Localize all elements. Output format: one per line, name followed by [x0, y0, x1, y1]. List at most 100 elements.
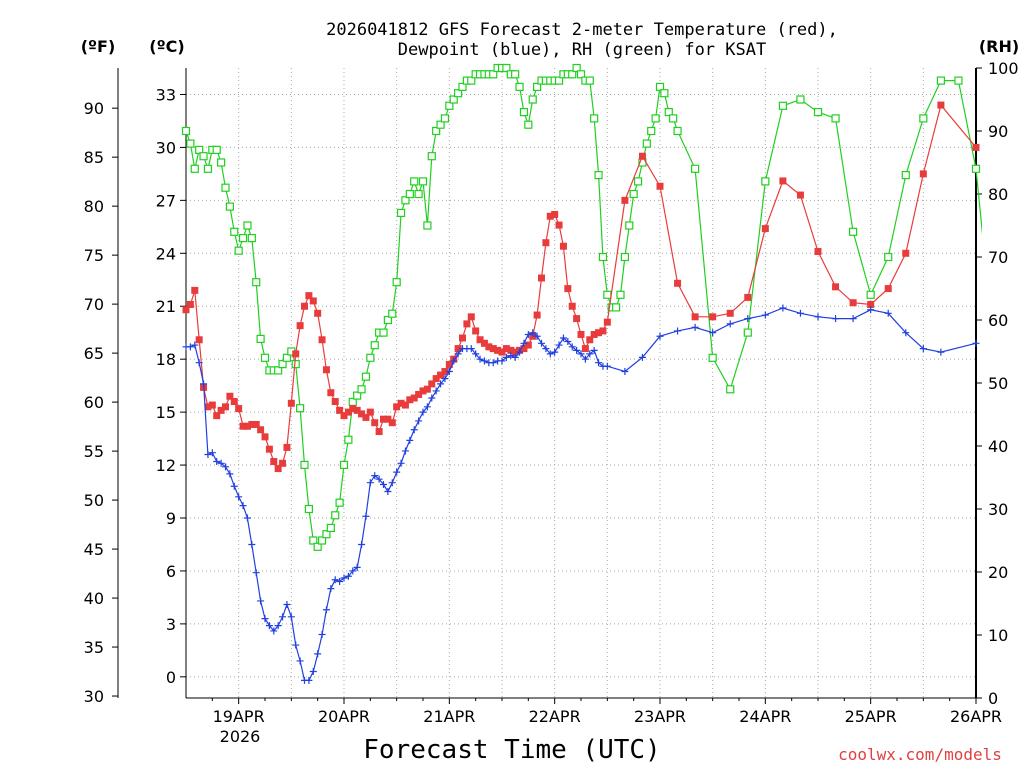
dewpoint-point	[779, 304, 787, 312]
credit-text: coolwx.com/models	[838, 745, 1002, 764]
rh-point	[247, 234, 256, 243]
series-line-temperature	[185, 103, 977, 470]
temperature-point	[726, 309, 734, 317]
celsius-tick-label: 33	[156, 85, 176, 104]
temperature-point	[208, 401, 216, 409]
rh-point	[366, 353, 375, 362]
rh-point	[221, 183, 230, 192]
dewpoint-point	[340, 574, 348, 582]
temperature-point	[384, 415, 392, 423]
temperature-point	[336, 406, 344, 414]
dewpoint-point	[516, 348, 524, 356]
temperature-point	[366, 408, 374, 416]
rh-point	[243, 221, 252, 230]
dewpoint-point	[761, 311, 769, 319]
temperature-point	[437, 371, 445, 379]
rh-point	[313, 542, 322, 551]
rh-point	[344, 435, 353, 444]
rh-point	[423, 221, 432, 230]
dewpoint-point	[186, 343, 194, 351]
rh-tick-label: 30	[988, 500, 1008, 519]
rh-point	[489, 70, 498, 79]
dewpoint-point	[423, 403, 431, 411]
temperature-point	[555, 221, 563, 229]
dewpoint-point	[520, 339, 528, 347]
rh-point	[813, 107, 823, 117]
temperature-point	[419, 387, 427, 395]
dewpoint-point	[305, 676, 313, 684]
temperature-point	[182, 306, 190, 314]
dewpoint-point	[331, 576, 339, 584]
dewpoint-point	[621, 368, 629, 376]
rh-point	[383, 315, 392, 325]
temperature-point	[388, 419, 396, 427]
dewpoint-point	[454, 350, 462, 358]
celsius-tick-label: 0	[166, 668, 176, 687]
rh-point	[616, 290, 625, 299]
rh-point	[673, 126, 682, 136]
rh-tick-label: 50	[988, 374, 1008, 393]
rh-point	[410, 177, 419, 186]
dewpoint-point	[243, 514, 251, 522]
rh-point	[353, 391, 362, 400]
dewpoint-point	[410, 426, 418, 434]
temperature-point	[243, 422, 251, 430]
x-tick-label: 25APR	[845, 707, 897, 726]
rh-point	[379, 328, 388, 337]
rh-tick-label: 70	[988, 248, 1008, 267]
dewpoint-point	[467, 345, 475, 353]
dewpoint-point	[401, 447, 409, 455]
dewpoint-point	[638, 353, 646, 361]
dewpoint-point	[972, 339, 980, 347]
temperature-point	[375, 428, 383, 436]
dewpoint-point	[384, 488, 392, 496]
dewpoint-point	[296, 657, 304, 665]
dewpoint-point	[511, 353, 519, 361]
dewpoint-point	[235, 493, 243, 501]
dewpoint-point	[542, 345, 550, 353]
temperature-point	[327, 389, 335, 397]
fahrenheit-tick-label: 55	[84, 442, 104, 461]
rh-point	[186, 139, 195, 148]
rh-point	[971, 164, 981, 173]
temperature-point	[691, 313, 699, 321]
celsius-tick-label: 27	[156, 191, 176, 210]
dewpoint-point	[507, 352, 515, 360]
temperature-point	[406, 396, 414, 404]
temperature-point	[559, 242, 567, 250]
temperature-point	[344, 408, 352, 416]
dewpoint-point	[726, 320, 734, 328]
rh-point	[199, 152, 208, 161]
rh-tick-label: 60	[988, 311, 1008, 330]
rh-point	[660, 89, 669, 98]
rh-tick-label: 20	[988, 563, 1008, 582]
temperature-point	[577, 330, 585, 338]
dewpoint-point	[437, 380, 445, 388]
rh-point	[309, 536, 318, 545]
rh-point	[669, 114, 678, 123]
rh-point	[511, 70, 520, 79]
temperature-point	[292, 350, 300, 358]
dewpoint-point	[902, 329, 910, 337]
tick-labels: 30 35 40 45 50 55 60 65 70 75 80 85 90 0 3 6 9 12 15 18 21 24…	[84, 59, 1019, 726]
dewpoint-point	[538, 339, 545, 347]
temperature-point	[301, 302, 308, 310]
rh-tick-label: 0	[988, 689, 998, 708]
dewpoint-point	[529, 329, 537, 337]
dewpoint-point	[590, 346, 598, 354]
rh-point	[181, 126, 191, 136]
temperature-point	[296, 322, 304, 330]
dewpoint-point	[344, 572, 352, 580]
temperature-point	[397, 399, 405, 407]
fahrenheit-tick-label: 60	[84, 393, 104, 412]
rh-point	[370, 341, 379, 350]
dewpoint-point	[937, 348, 945, 356]
temperature-point	[213, 412, 221, 420]
rh-point	[585, 76, 594, 85]
temperature-point	[568, 302, 576, 310]
dewpoint-point	[551, 348, 559, 356]
temperature-point	[463, 320, 471, 328]
rh-point	[252, 278, 261, 287]
temperature-point	[410, 394, 418, 402]
dewpoint-point	[573, 346, 581, 354]
